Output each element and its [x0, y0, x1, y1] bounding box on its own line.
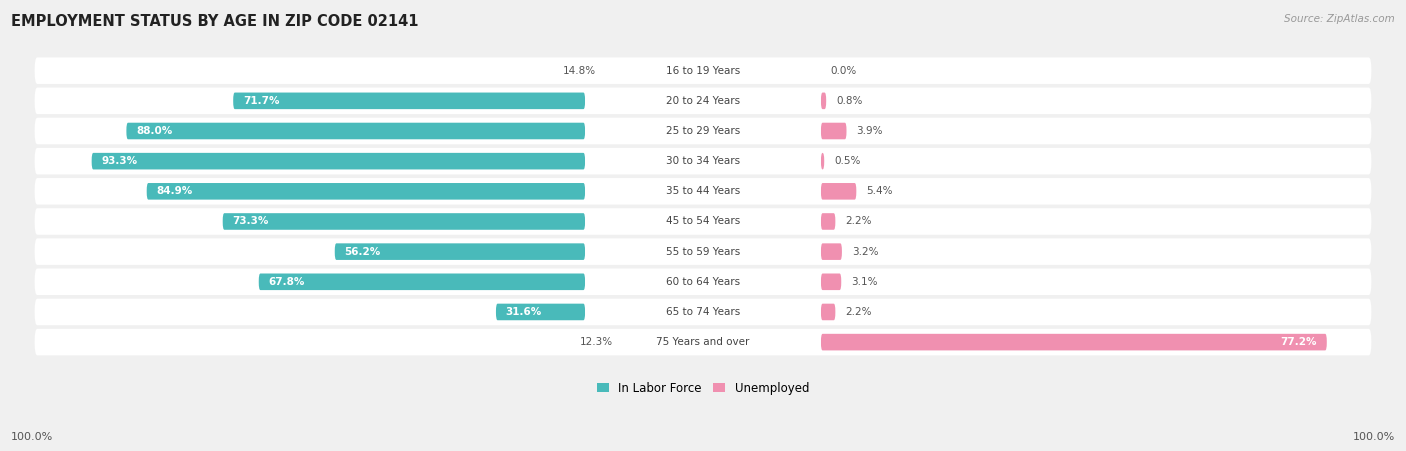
FancyBboxPatch shape	[585, 333, 821, 351]
Text: 100.0%: 100.0%	[1353, 432, 1395, 442]
Text: 3.9%: 3.9%	[856, 126, 883, 136]
FancyBboxPatch shape	[585, 273, 821, 291]
FancyBboxPatch shape	[585, 92, 821, 110]
FancyBboxPatch shape	[585, 62, 821, 80]
Text: 93.3%: 93.3%	[101, 156, 138, 166]
Text: 0.5%: 0.5%	[834, 156, 860, 166]
FancyBboxPatch shape	[821, 213, 835, 230]
Text: EMPLOYMENT STATUS BY AGE IN ZIP CODE 02141: EMPLOYMENT STATUS BY AGE IN ZIP CODE 021…	[11, 14, 419, 28]
FancyBboxPatch shape	[35, 329, 1371, 355]
Text: 55 to 59 Years: 55 to 59 Years	[666, 247, 740, 257]
FancyBboxPatch shape	[233, 92, 585, 109]
FancyBboxPatch shape	[821, 183, 856, 200]
FancyBboxPatch shape	[821, 123, 846, 139]
Legend: In Labor Force, Unemployed: In Labor Force, Unemployed	[592, 377, 814, 399]
FancyBboxPatch shape	[35, 118, 1371, 144]
FancyBboxPatch shape	[821, 273, 841, 290]
Text: 12.3%: 12.3%	[579, 337, 613, 347]
Text: 73.3%: 73.3%	[232, 216, 269, 226]
Text: 75 Years and over: 75 Years and over	[657, 337, 749, 347]
Text: 56.2%: 56.2%	[344, 247, 381, 257]
Text: 100.0%: 100.0%	[11, 432, 53, 442]
FancyBboxPatch shape	[259, 273, 585, 290]
Text: 77.2%: 77.2%	[1281, 337, 1317, 347]
FancyBboxPatch shape	[821, 244, 842, 260]
FancyBboxPatch shape	[821, 153, 824, 170]
Text: 88.0%: 88.0%	[136, 126, 173, 136]
FancyBboxPatch shape	[585, 152, 821, 170]
FancyBboxPatch shape	[35, 299, 1371, 325]
Text: 65 to 74 Years: 65 to 74 Years	[666, 307, 740, 317]
FancyBboxPatch shape	[335, 244, 585, 260]
Text: 16 to 19 Years: 16 to 19 Years	[666, 66, 740, 76]
FancyBboxPatch shape	[127, 123, 585, 139]
FancyBboxPatch shape	[35, 57, 1371, 84]
FancyBboxPatch shape	[146, 183, 585, 200]
FancyBboxPatch shape	[222, 213, 585, 230]
FancyBboxPatch shape	[821, 304, 835, 320]
Text: 14.8%: 14.8%	[562, 66, 596, 76]
Text: Source: ZipAtlas.com: Source: ZipAtlas.com	[1284, 14, 1395, 23]
Text: 71.7%: 71.7%	[243, 96, 280, 106]
Text: 84.9%: 84.9%	[156, 186, 193, 196]
Text: 31.6%: 31.6%	[506, 307, 543, 317]
FancyBboxPatch shape	[35, 87, 1371, 114]
Text: 30 to 34 Years: 30 to 34 Years	[666, 156, 740, 166]
Text: 45 to 54 Years: 45 to 54 Years	[666, 216, 740, 226]
FancyBboxPatch shape	[35, 148, 1371, 175]
Text: 3.2%: 3.2%	[852, 247, 879, 257]
Text: 2.2%: 2.2%	[845, 307, 872, 317]
FancyBboxPatch shape	[585, 303, 821, 321]
FancyBboxPatch shape	[821, 92, 827, 109]
FancyBboxPatch shape	[496, 304, 585, 320]
Text: 67.8%: 67.8%	[269, 277, 305, 287]
FancyBboxPatch shape	[91, 153, 585, 170]
Text: 25 to 29 Years: 25 to 29 Years	[666, 126, 740, 136]
FancyBboxPatch shape	[35, 268, 1371, 295]
FancyBboxPatch shape	[35, 208, 1371, 235]
Text: 3.1%: 3.1%	[851, 277, 877, 287]
FancyBboxPatch shape	[585, 182, 821, 200]
Text: 0.0%: 0.0%	[831, 66, 858, 76]
Text: 2.2%: 2.2%	[845, 216, 872, 226]
Text: 0.8%: 0.8%	[837, 96, 862, 106]
FancyBboxPatch shape	[35, 178, 1371, 205]
FancyBboxPatch shape	[821, 334, 1327, 350]
FancyBboxPatch shape	[585, 243, 821, 261]
Text: 5.4%: 5.4%	[866, 186, 893, 196]
FancyBboxPatch shape	[585, 122, 821, 140]
FancyBboxPatch shape	[585, 212, 821, 230]
FancyBboxPatch shape	[35, 239, 1371, 265]
Text: 60 to 64 Years: 60 to 64 Years	[666, 277, 740, 287]
Text: 35 to 44 Years: 35 to 44 Years	[666, 186, 740, 196]
Text: 20 to 24 Years: 20 to 24 Years	[666, 96, 740, 106]
